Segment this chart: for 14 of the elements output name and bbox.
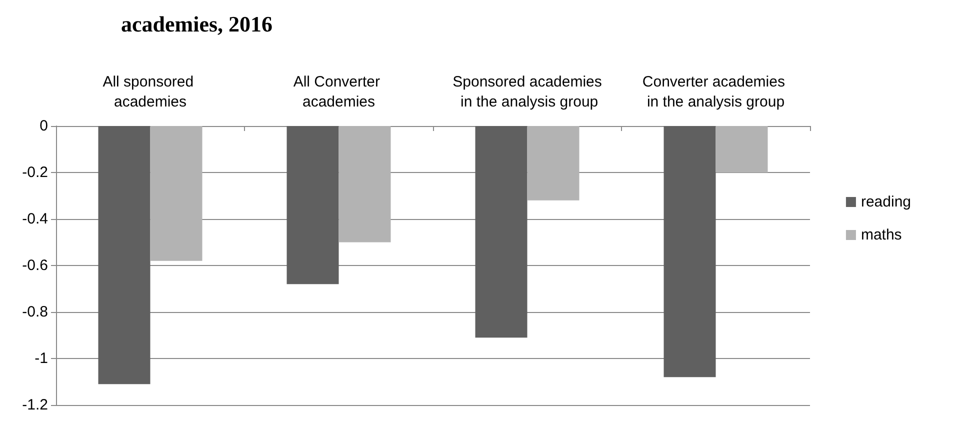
- y-tick-label: -0.4: [22, 210, 48, 228]
- x-tick-label: All sponsored academies: [102, 74, 198, 110]
- y-tick-label: -0.2: [22, 164, 48, 181]
- x-tick-label: Converter academies in the analysis group: [642, 74, 790, 110]
- y-tick-label: -1: [34, 350, 48, 367]
- y-tick-label: -0.8: [22, 304, 48, 320]
- x-tick-label: Sponsored academies in the analysis group: [452, 74, 602, 110]
- legend-label: maths: [860, 226, 902, 244]
- chart-title: academies, 2016: [121, 12, 273, 36]
- x-tick-label: All Converter academies: [293, 74, 384, 110]
- y-tick-label: -0.6: [22, 257, 48, 274]
- y-tick-label: -1.2: [22, 396, 48, 414]
- y-tick-label: 0: [40, 118, 48, 134]
- legend-label: reading: [860, 194, 912, 210]
